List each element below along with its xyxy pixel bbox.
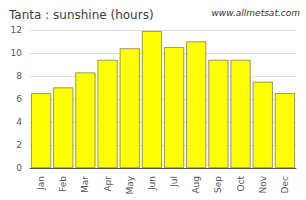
svg-text:2: 2	[16, 140, 22, 150]
svg-text:www.allmetsat.com: www.allmetsat.com	[211, 8, 300, 18]
svg-text:10: 10	[11, 48, 23, 58]
svg-text:Jun: Jun	[147, 176, 157, 191]
svg-text:6: 6	[16, 94, 22, 104]
svg-text:Dec: Dec	[280, 176, 290, 193]
svg-text:Nov: Nov	[258, 175, 268, 193]
svg-text:Apr: Apr	[103, 176, 113, 192]
svg-text:Aug: Aug	[191, 176, 201, 194]
svg-text:8: 8	[16, 71, 22, 81]
svg-text:Tanta : sunshine (hours): Tanta : sunshine (hours)	[8, 8, 154, 22]
svg-text:May: May	[125, 175, 135, 194]
svg-text:12: 12	[11, 25, 22, 35]
svg-text:Feb: Feb	[58, 176, 68, 192]
svg-text:0: 0	[16, 163, 22, 173]
svg-text:Sep: Sep	[213, 176, 223, 193]
svg-text:Oct: Oct	[236, 176, 246, 192]
svg-text:4: 4	[16, 117, 22, 127]
svg-text:Mar: Mar	[80, 176, 90, 193]
svg-text:Jan: Jan	[36, 176, 46, 191]
svg-text:Jul: Jul	[169, 176, 179, 188]
